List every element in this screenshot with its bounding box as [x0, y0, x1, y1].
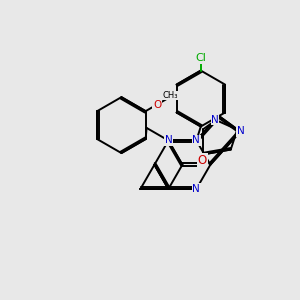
- Text: N: N: [193, 136, 200, 146]
- Text: N: N: [237, 126, 244, 136]
- Text: N: N: [193, 184, 200, 194]
- Text: Cl: Cl: [195, 53, 206, 63]
- Text: CH₃: CH₃: [162, 91, 178, 100]
- Text: O: O: [198, 154, 207, 167]
- Text: N: N: [164, 136, 172, 146]
- Text: O: O: [153, 100, 161, 110]
- Text: N: N: [211, 115, 219, 125]
